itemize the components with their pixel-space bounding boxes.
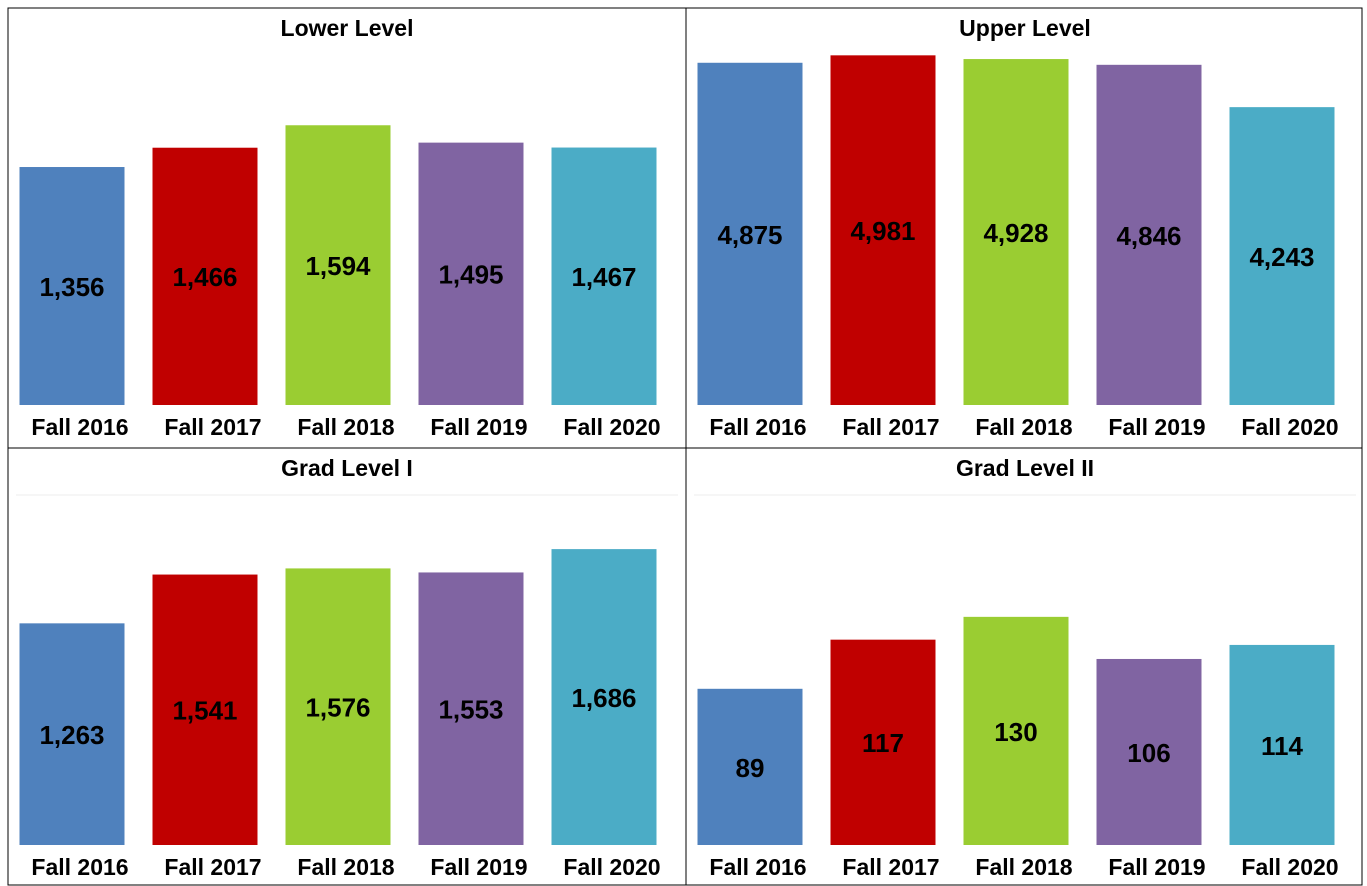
bar [551, 147, 657, 405]
data-label: 4,243 [1249, 242, 1314, 272]
chart-title: Grad Level I [281, 455, 413, 481]
data-label: 1,576 [305, 693, 370, 723]
bar [152, 574, 258, 845]
bar [1096, 658, 1202, 845]
bar [963, 59, 1069, 405]
x-tick-label: Fall 2019 [1108, 414, 1205, 440]
data-label: 4,928 [983, 218, 1048, 248]
x-tick-label: Fall 2018 [297, 414, 394, 440]
chart-title: Upper Level [959, 15, 1091, 41]
data-label: 106 [1127, 738, 1170, 768]
data-label: 1,467 [571, 262, 636, 292]
x-tick-label: Fall 2020 [1241, 854, 1338, 880]
x-tick-label: Fall 2016 [31, 854, 128, 880]
x-tick-label: Fall 2019 [430, 414, 527, 440]
bar [1096, 64, 1202, 406]
bar [1229, 644, 1335, 845]
x-tick-label: Fall 2016 [709, 854, 806, 880]
x-tick-label: Fall 2017 [842, 854, 939, 880]
bar [697, 62, 803, 406]
data-label: 4,846 [1116, 221, 1181, 251]
bar [418, 142, 524, 405]
data-label: 1,263 [39, 720, 104, 750]
x-tick-label: Fall 2017 [164, 414, 261, 440]
x-tick-label: Fall 2016 [709, 414, 806, 440]
bar [19, 167, 125, 405]
x-tick-label: Fall 2018 [297, 854, 394, 880]
x-tick-label: Fall 2020 [563, 414, 660, 440]
x-tick-label: Fall 2018 [975, 854, 1072, 880]
x-tick-label: Fall 2017 [164, 854, 261, 880]
data-label: 1,541 [172, 696, 237, 726]
chart-panel: Lower Level 1,356 Fall 2016 1,466 Fall 2017 1… [19, 15, 661, 440]
x-tick-label: Fall 2018 [975, 414, 1072, 440]
data-label: 4,981 [850, 216, 915, 246]
data-label: 1,553 [438, 695, 503, 725]
bar [19, 623, 125, 845]
bar [830, 55, 936, 405]
chart-title: Lower Level [281, 15, 414, 41]
x-tick-label: Fall 2020 [1241, 414, 1338, 440]
data-label: 4,875 [717, 220, 782, 250]
x-tick-label: Fall 2017 [842, 414, 939, 440]
data-label: 114 [1261, 731, 1303, 761]
data-label: 1,594 [305, 251, 371, 281]
chart-panel: Grad Level II 89 Fall 2016 117 Fall 2017 130 F… [694, 455, 1356, 880]
x-tick-label: Fall 2019 [430, 854, 527, 880]
chart-panel: Grad Level I 1,263 Fall 2016 1,541 Fall 2017… [16, 455, 678, 880]
bar [963, 616, 1069, 845]
bar [830, 639, 936, 845]
chart-panel: Upper Level 4,875 Fall 2016 4,981 Fall 2017 4… [697, 15, 1339, 440]
bar [285, 568, 391, 845]
bar [418, 572, 524, 845]
bar [551, 549, 657, 845]
bar [697, 688, 803, 845]
data-label: 89 [736, 753, 765, 783]
bar [152, 147, 258, 406]
x-tick-label: Fall 2016 [31, 414, 128, 440]
grid-border [7, 7, 1363, 886]
x-tick-label: Fall 2020 [563, 854, 660, 880]
data-label: 1,466 [172, 262, 237, 292]
data-label: 1,356 [39, 272, 104, 302]
data-label: 1,686 [571, 683, 636, 713]
data-label: 1,495 [438, 260, 503, 290]
data-label: 130 [994, 717, 1037, 747]
chart-title: Grad Level II [956, 455, 1094, 481]
x-tick-label: Fall 2019 [1108, 854, 1205, 880]
bar [285, 125, 391, 406]
data-label: 117 [862, 728, 904, 758]
bar [1229, 107, 1335, 405]
